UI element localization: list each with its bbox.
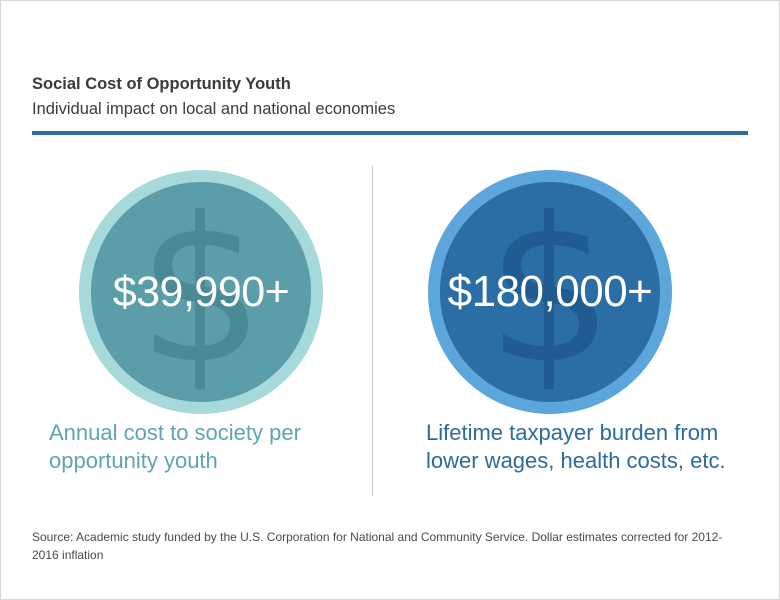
column-divider: [372, 166, 373, 496]
header-rule: [32, 131, 748, 135]
lifetime-burden-caption: Lifetime taxpayer burden from lower wage…: [426, 420, 726, 473]
header: Social Cost of Opportunity Youth Individ…: [32, 74, 748, 120]
lifetime-burden-circle: $ $180,000+: [428, 170, 672, 414]
annual-cost-circle: $ $39,990+: [79, 170, 323, 414]
source-note: Source: Academic study funded by the U.S…: [32, 530, 723, 562]
page-subtitle: Individual impact on local and national …: [32, 100, 396, 118]
page-title: Social Cost of Opportunity Youth: [32, 75, 291, 93]
annual-cost-circle-inner: $ $39,990+: [91, 182, 311, 402]
lifetime-burden-circle-inner: $ $180,000+: [440, 182, 660, 402]
annual-cost-caption: Annual cost to society per opportunity y…: [49, 420, 301, 473]
lifetime-burden-value: $180,000+: [447, 267, 653, 316]
annual-cost-value: $39,990+: [112, 267, 290, 316]
